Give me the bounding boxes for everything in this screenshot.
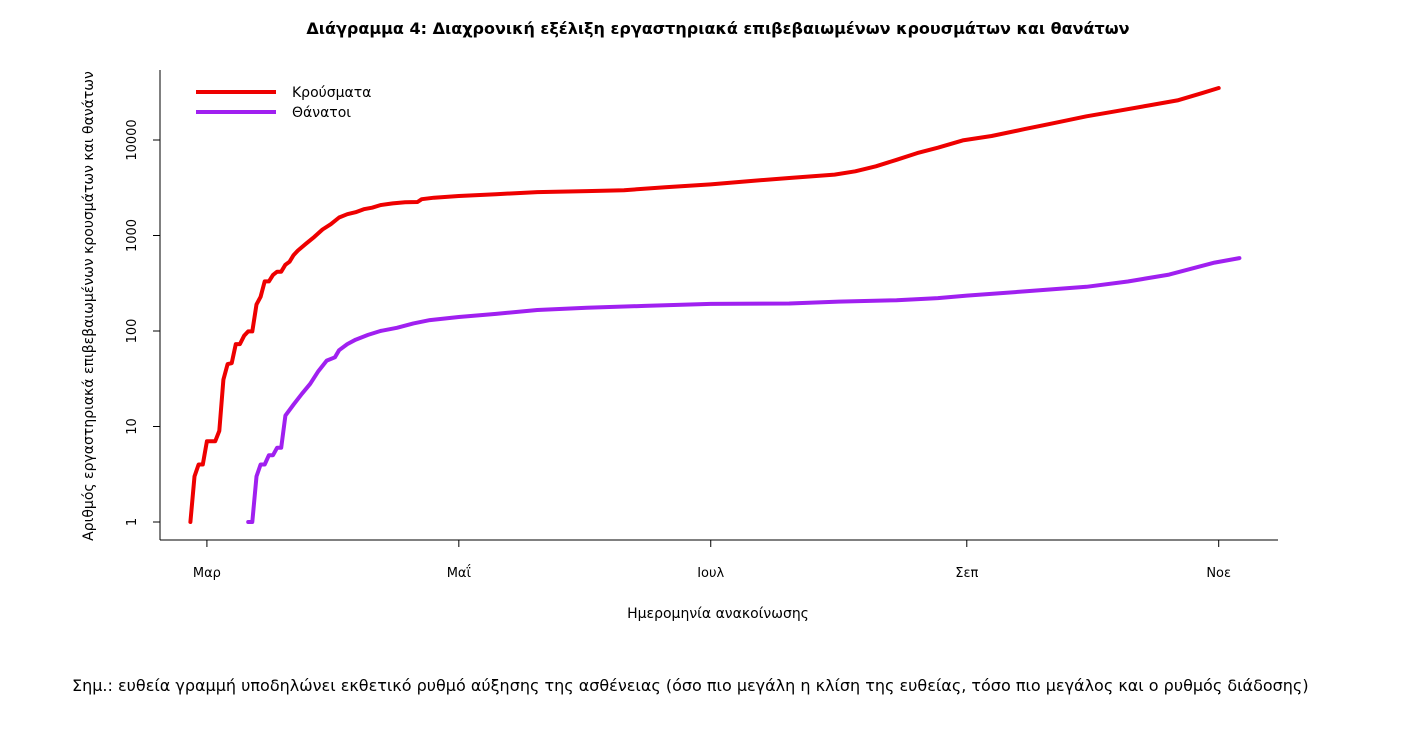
series-line-deaths	[246, 256, 1242, 524]
y-tick-label: 10	[125, 418, 140, 435]
chart-title: Διάγραμμα 4: Διαχρονική εξέλιξη εργαστηρ…	[306, 19, 1129, 38]
x-tick-label: Σεπ	[955, 566, 978, 581]
legend-label: Θάνατοι	[292, 105, 351, 121]
y-tick-label: 100	[125, 319, 140, 344]
x-axis-ticks: Μαρ Μαΐ Ιουλ Σεπ Νοε	[193, 540, 1231, 581]
x-tick-label: Μαρ	[193, 566, 221, 581]
series-line-cases	[188, 86, 1221, 524]
y-axis-label: Αριθμός εργαστηριακά επιβεβαιωμένων κρου…	[81, 71, 97, 541]
series-layer	[188, 86, 1242, 524]
line-chart: Διάγραμμα 4: Διαχρονική εξέλιξη εργαστηρ…	[81, 19, 1278, 622]
x-tick-label: Νοε	[1206, 566, 1231, 581]
x-tick-label: Ιουλ	[697, 566, 724, 581]
legend-label: Κρούσματα	[292, 85, 371, 101]
y-tick-label: 10000	[125, 119, 140, 160]
legend: Κρούσματα Θάνατοι	[196, 85, 371, 121]
y-axis-ticks: 1 10 100 1000 10000	[125, 119, 160, 526]
x-tick-label: Μαΐ	[447, 565, 472, 581]
footnote: Σημ.: ευθεία γραμμή υποδηλώνει εκθετικό …	[72, 676, 1309, 695]
x-axis-label: Ημερομηνία ανακοίνωσης	[627, 606, 809, 622]
y-tick-label: 1000	[125, 219, 140, 252]
y-tick-label: 1	[125, 518, 140, 526]
